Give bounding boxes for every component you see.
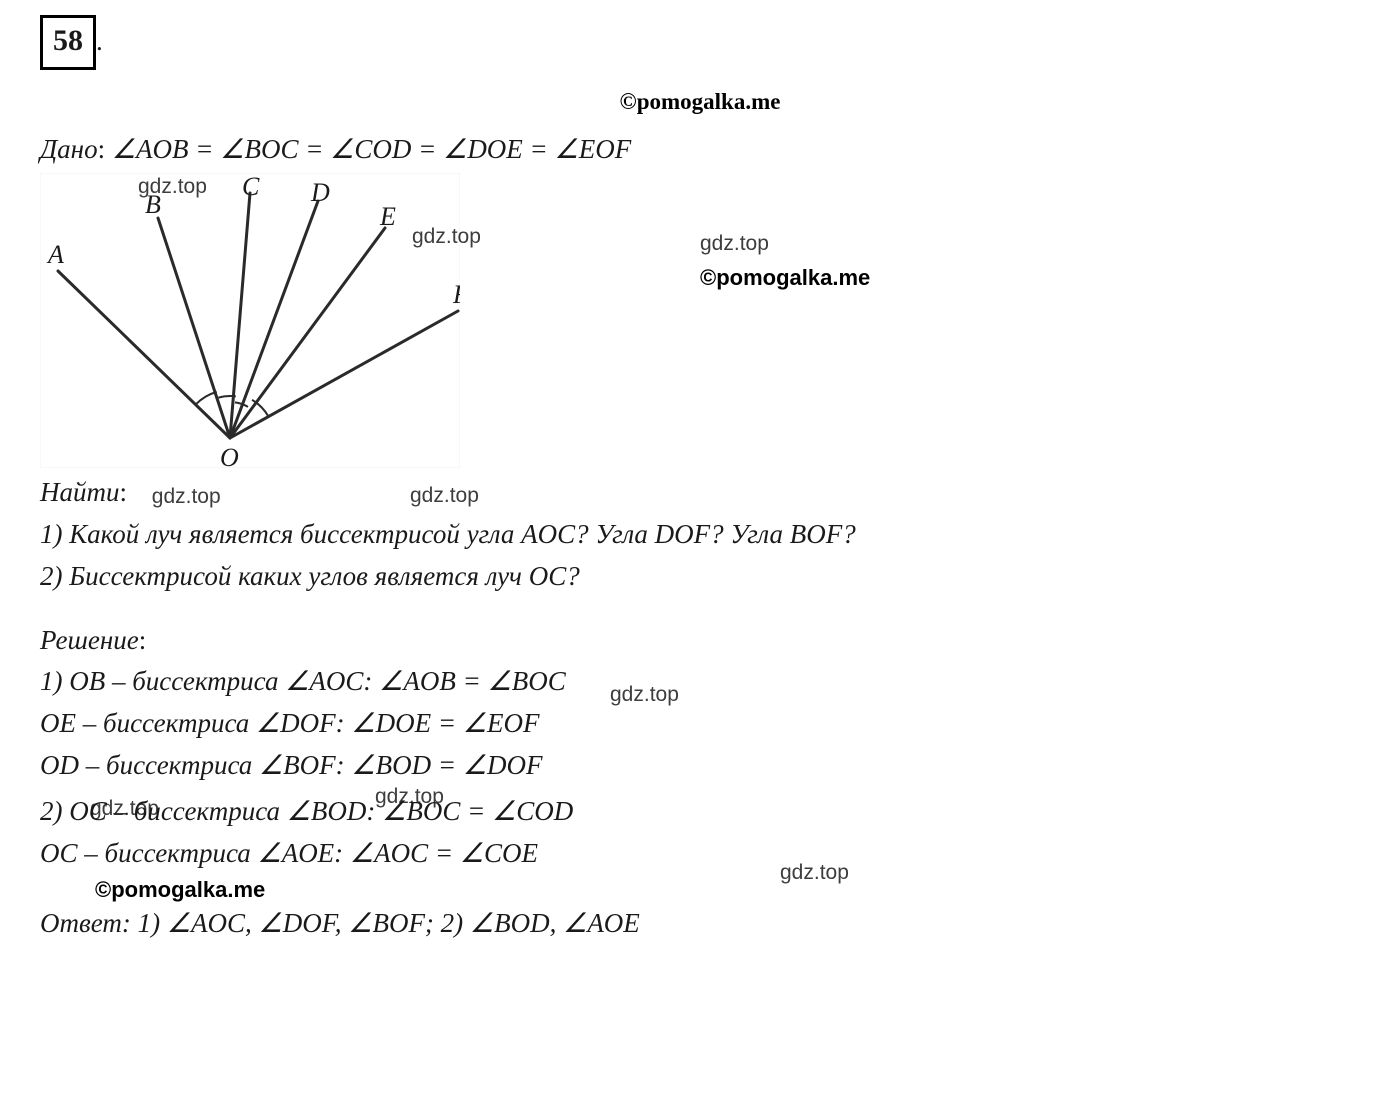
solution-label: Решение [40, 625, 139, 655]
watermark-gdz-find-1: gdz.top [152, 485, 221, 508]
watermark-top-center: ©pomogalka.me [40, 84, 1360, 120]
watermark-pomo-right: ©pomogalka.me [700, 261, 870, 295]
problem-number-row: 58. [40, 15, 1360, 78]
problem-number: 58 [40, 15, 96, 70]
find-colon: : [120, 477, 128, 507]
diagram: ABCDEFO gdz.top gdz.top gdz.top ©pomogal… [40, 173, 460, 468]
watermark-gdz-diagram-2: gdz.top [412, 221, 481, 254]
solution-item-4-text: 2) OC – биссектриса ∠BOD: ∠BOC = ∠COD [40, 796, 573, 826]
solution-item-2: OE – биссектриса ∠DOF: ∠DOE = ∠EOF [40, 703, 1360, 745]
diagram-svg: ABCDEFO [40, 173, 460, 468]
given-line: Дано: ∠AOB = ∠BOC = ∠COD = ∠DOE = ∠EOF [40, 129, 1360, 171]
solution-item-2-text: OE – биссектриса ∠DOF: ∠DOE = ∠EOF [40, 708, 540, 738]
watermark-gdz-diagram-1: gdz.top [138, 171, 207, 204]
svg-text:O: O [220, 443, 239, 468]
svg-text:A: A [46, 240, 64, 269]
svg-text:C: C [242, 173, 260, 201]
solution-item-1: 1) OB – биссектриса ∠AOC: ∠AOB = ∠BOC gd… [40, 661, 1360, 703]
solution-item-3-text: OD – биссектриса ∠BOF: ∠BOD = ∠DOF [40, 750, 543, 780]
problem-number-period: . [96, 26, 103, 56]
watermark-gdz-right: gdz.top [700, 228, 870, 261]
find-item-1: 1) Какой луч является биссектрисой угла … [40, 514, 1360, 556]
find-item-1-text: 1) Какой луч является биссектрисой угла … [40, 519, 856, 549]
find-label-row: Найти: gdz.top gdz.top [40, 472, 1360, 514]
svg-text:F: F [452, 280, 460, 309]
solution-item-3: OD – биссектриса ∠BOF: ∠BOD = ∠DOF gdz.t… [40, 745, 1360, 787]
watermark-gdz-find-2: gdz.top [410, 480, 479, 513]
page: 58. ©pomogalka.me Дано: ∠AOB = ∠BOC = ∠C… [0, 0, 1400, 984]
given-colon: : [98, 134, 112, 164]
solution-item-4: 2) OC – биссектриса ∠BOD: ∠BOC = ∠COD [40, 791, 1360, 833]
find-label: Найти [40, 477, 120, 507]
answer-text: : 1) ∠AOC, ∠DOF, ∠BOF; 2) ∠BOD, ∠AOE [122, 908, 640, 938]
watermark-pomo-bottom-row: ©pomogalka.me [40, 875, 1360, 885]
svg-text:E: E [379, 202, 396, 231]
given-label: Дано [40, 134, 98, 164]
watermark-right-block: gdz.top ©pomogalka.me [700, 228, 870, 295]
given-equation: ∠AOB = ∠BOC = ∠COD = ∠DOE = ∠EOF [112, 134, 631, 164]
find-item-2: 2) Биссектрисой каких углов является луч… [40, 556, 1360, 598]
watermark-pomo-bottom: ©pomogalka.me [95, 873, 265, 907]
solution-label-row: Решение: [40, 620, 1360, 662]
find-item-2-text: 2) Биссектрисой каких углов является луч… [40, 561, 580, 591]
solution-colon: : [139, 625, 147, 655]
svg-text:D: D [310, 178, 330, 207]
answer-row: Ответ: 1) ∠AOC, ∠DOF, ∠BOF; 2) ∠BOD, ∠AO… [40, 903, 1360, 945]
answer-label: Ответ [40, 908, 122, 938]
solution-item-1-text: 1) OB – биссектриса ∠AOC: ∠AOB = ∠BOC [40, 666, 566, 696]
solution-item-5-text: OC – биссектриса ∠AOE: ∠AOC = ∠COE [40, 838, 538, 868]
solution-item-5: OC – биссектриса ∠AOE: ∠AOC = ∠COE gdz.t… [40, 833, 1360, 875]
